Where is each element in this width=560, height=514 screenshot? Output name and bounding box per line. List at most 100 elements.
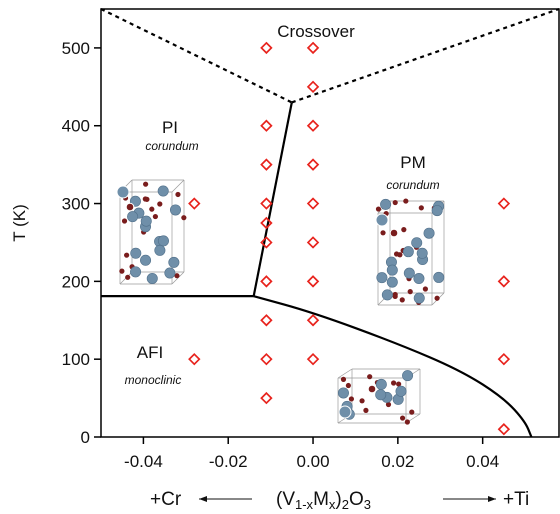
oxygen-atom	[399, 297, 405, 303]
region-label-afi: AFI	[137, 343, 163, 362]
oxygen-atom	[121, 218, 128, 224]
data-point-marker	[306, 119, 320, 132]
region-label-pm-structure: corundum	[386, 178, 439, 192]
vanadium-atom	[395, 385, 407, 397]
data-point-marker	[260, 314, 273, 327]
data-point-marker	[306, 41, 320, 55]
region-label-pm: PM	[400, 153, 426, 172]
crystal-structure-pm	[375, 198, 445, 306]
data-point-marker	[260, 158, 273, 171]
oxygen-atom	[175, 191, 181, 198]
vanadium-atom	[386, 276, 398, 288]
oxygen-atom	[340, 376, 347, 382]
y-tick-label: 500	[62, 39, 90, 58]
plot-frame	[100, 8, 560, 438]
oxygen-atom	[403, 198, 409, 204]
vanadium-atom-marker	[338, 405, 352, 419]
oxygen-atom	[392, 293, 398, 300]
data-point-marker	[497, 423, 511, 436]
boundary-crossover-left	[100, 8, 293, 104]
data-point-marker	[260, 391, 273, 405]
oxygen-atom	[397, 252, 403, 258]
oxygen-atom	[157, 201, 163, 207]
oxygen-atom	[396, 381, 402, 387]
data-point-marker	[260, 275, 273, 288]
oxygen-atom	[143, 181, 149, 187]
region-label-crossover: Crossover	[277, 22, 355, 41]
oxygen-atom	[418, 205, 424, 211]
vanadium-atom	[413, 292, 425, 304]
vanadium-atom	[376, 272, 388, 284]
data-point-marker	[260, 352, 273, 366]
vanadium-atom	[337, 387, 349, 399]
oxygen-atom	[119, 268, 125, 274]
y-tick-label: 0	[81, 428, 90, 447]
vanadium-atom	[157, 235, 169, 247]
x-tick-label: 0.04	[466, 452, 499, 471]
oxygen-atom-marker	[125, 202, 135, 212]
vanadium-atom	[170, 204, 182, 216]
region-label-pi: PI	[162, 118, 178, 137]
x-tick-label: -0.02	[209, 452, 248, 471]
oxygen-atom	[144, 196, 150, 202]
data-point-marker	[260, 119, 273, 132]
vanadium-atom	[411, 237, 423, 249]
x-tick-label: 0.02	[381, 452, 414, 471]
y-axis-title: T (K)	[10, 204, 29, 241]
vanadium-atom	[154, 244, 166, 256]
oxygen-atom	[348, 396, 355, 402]
oxygen-atom	[375, 206, 382, 212]
phase-boundaries	[100, 7, 560, 438]
vanadium-atom	[380, 198, 392, 210]
boundary-pi-pm	[252, 102, 293, 297]
oxygen-atom	[434, 295, 440, 301]
vanadium-atom	[140, 254, 152, 266]
vanadium-atom	[168, 256, 180, 268]
axis-ticks: 0 100 200 300 400 500 -0.04 -0.02 0.00 0.02 0.04	[62, 39, 500, 471]
oxygen-atom	[149, 206, 155, 212]
data-point-marker	[306, 314, 320, 327]
data-point-marker	[260, 41, 273, 55]
vanadium-atom	[386, 264, 398, 276]
vanadium-atom	[157, 185, 169, 197]
vanadium-atom	[402, 246, 414, 258]
oxygen-atom	[174, 273, 180, 279]
y-tick-label: 300	[62, 195, 90, 214]
oxygen-atom	[422, 286, 428, 292]
vanadium-atom	[127, 211, 139, 223]
x-tick-label: 0.00	[296, 452, 329, 471]
vanadium-atom	[431, 205, 443, 217]
oxygen-atom-marker	[367, 384, 377, 394]
crystal-structure-afi	[337, 368, 421, 425]
vanadium-atom-marker	[375, 213, 389, 227]
vanadium-atom	[381, 289, 393, 301]
data-point-marker	[188, 352, 201, 366]
vanadium-atom	[403, 267, 415, 279]
oxygen-atom	[380, 230, 386, 236]
x-axis-right-arrowhead	[488, 496, 496, 502]
vanadium-atom	[375, 378, 387, 390]
data-point-marker	[306, 80, 320, 94]
vanadium-atom	[413, 273, 425, 285]
x-axis-title: (V1-xMx)2O3	[276, 489, 371, 512]
data-point-marker	[497, 275, 511, 288]
oxygen-atom	[345, 382, 351, 389]
region-label-afi-structure: monoclinic	[125, 373, 182, 387]
vanadium-atom	[140, 215, 152, 227]
oxygen-atom	[125, 274, 131, 280]
boundary-crossover-right	[291, 7, 560, 104]
oxygen-atom	[124, 252, 130, 258]
data-point-marker	[306, 158, 320, 171]
data-points	[188, 41, 511, 436]
y-tick-label: 400	[62, 117, 90, 136]
oxygen-atom	[363, 407, 369, 413]
oxygen-atom	[390, 380, 397, 386]
vanadium-atom	[130, 266, 142, 278]
oxygen-atom	[152, 213, 158, 220]
x-axis-left-label: +Cr	[150, 489, 182, 510]
oxygen-atom	[409, 409, 415, 415]
data-point-marker	[306, 352, 320, 366]
oxygen-atom	[181, 215, 187, 221]
oxygen-atom	[392, 199, 398, 206]
crystal-cell-edge	[337, 368, 353, 379]
